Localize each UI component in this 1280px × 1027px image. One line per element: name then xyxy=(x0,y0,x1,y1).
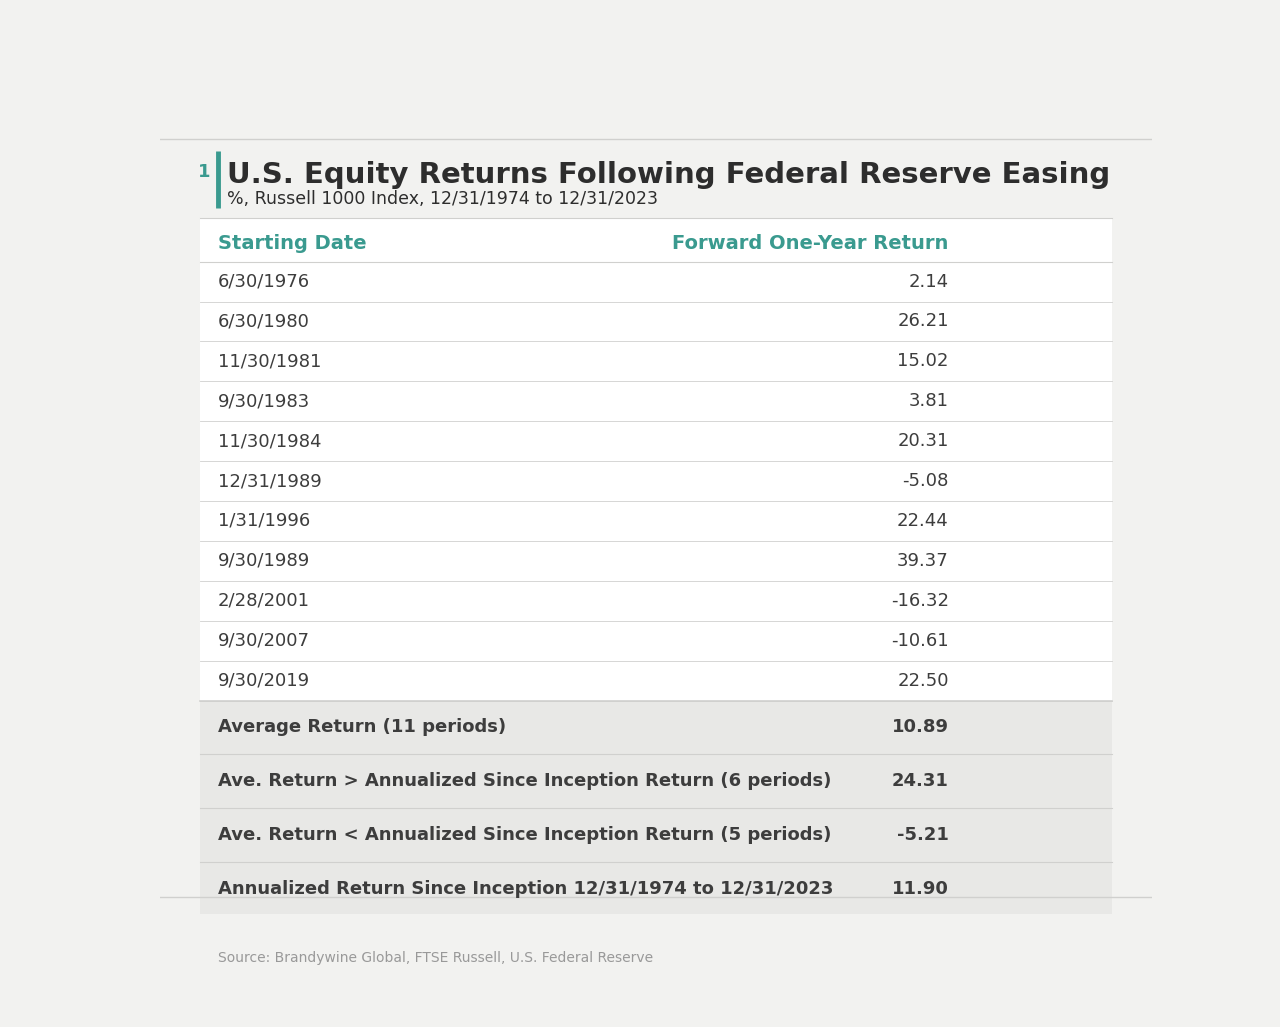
Text: -10.61: -10.61 xyxy=(891,632,948,650)
Text: 12/31/1989: 12/31/1989 xyxy=(218,472,321,490)
Text: 2.14: 2.14 xyxy=(909,272,948,291)
Text: Ave. Return < Annualized Since Inception Return (5 periods): Ave. Return < Annualized Since Inception… xyxy=(218,826,831,844)
Text: 10.89: 10.89 xyxy=(892,719,948,736)
Text: 26.21: 26.21 xyxy=(897,312,948,331)
Text: 9/30/2019: 9/30/2019 xyxy=(218,672,310,689)
Text: -5.21: -5.21 xyxy=(897,826,948,844)
Text: 20.31: 20.31 xyxy=(897,432,948,450)
Text: Annualized Return Since Inception 12/31/1974 to 12/31/2023: Annualized Return Since Inception 12/31/… xyxy=(218,880,833,898)
Text: 11.90: 11.90 xyxy=(892,880,948,898)
Text: Average Return (11 periods): Average Return (11 periods) xyxy=(218,719,506,736)
Text: -16.32: -16.32 xyxy=(891,592,948,610)
Text: 22.44: 22.44 xyxy=(897,512,948,530)
Text: 11/30/1981: 11/30/1981 xyxy=(218,352,321,371)
Text: 15.02: 15.02 xyxy=(897,352,948,371)
Text: Starting Date: Starting Date xyxy=(218,234,366,253)
Text: 6/30/1980: 6/30/1980 xyxy=(218,312,310,331)
Text: Source: Brandywine Global, FTSE Russell, U.S. Federal Reserve: Source: Brandywine Global, FTSE Russell,… xyxy=(218,951,653,965)
Text: Forward One-Year Return: Forward One-Year Return xyxy=(672,234,948,253)
Text: 39.37: 39.37 xyxy=(897,551,948,570)
Text: 9/30/2007: 9/30/2007 xyxy=(218,632,310,650)
Text: 1/31/1996: 1/31/1996 xyxy=(218,512,310,530)
Text: 11/30/1984: 11/30/1984 xyxy=(218,432,321,450)
Text: %, Russell 1000 Index, 12/31/1974 to 12/31/2023: %, Russell 1000 Index, 12/31/1974 to 12/… xyxy=(228,190,658,208)
Text: 3.81: 3.81 xyxy=(909,392,948,410)
Text: Ave. Return > Annualized Since Inception Return (6 periods): Ave. Return > Annualized Since Inception… xyxy=(218,772,831,790)
Text: -5.08: -5.08 xyxy=(902,472,948,490)
Text: U.S. Equity Returns Following Federal Reserve Easing: U.S. Equity Returns Following Federal Re… xyxy=(228,161,1111,189)
Text: 24.31: 24.31 xyxy=(892,772,948,790)
Text: 1: 1 xyxy=(198,163,211,182)
Text: 6/30/1976: 6/30/1976 xyxy=(218,272,310,291)
Text: 9/30/1989: 9/30/1989 xyxy=(218,551,310,570)
Text: 9/30/1983: 9/30/1983 xyxy=(218,392,310,410)
Text: 2/28/2001: 2/28/2001 xyxy=(218,592,310,610)
Text: 22.50: 22.50 xyxy=(897,672,948,689)
Bar xyxy=(200,218,1112,700)
Bar xyxy=(200,700,1112,916)
